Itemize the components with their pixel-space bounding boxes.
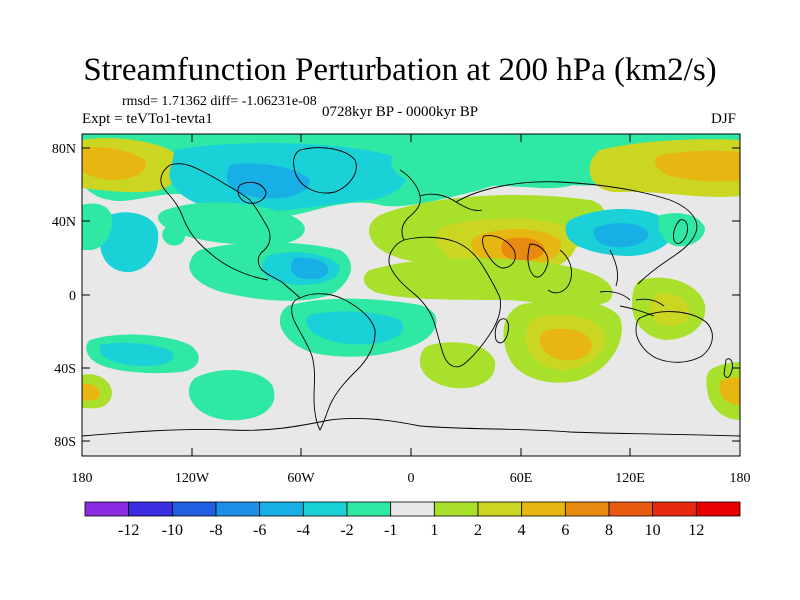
coastline-north-america [160, 163, 301, 299]
colorbar [84, 501, 741, 517]
colorbar-box [652, 501, 697, 517]
lat-label-0: 0 [69, 289, 76, 304]
contour-cyan-central-pacific [100, 212, 159, 273]
lat-labels: 80N 40N 0 40S 80S [52, 142, 76, 450]
contour-orange-south-indian [540, 328, 592, 361]
colorbar-label: 4 [518, 522, 526, 539]
contour-blue-north-atlantic [226, 163, 310, 199]
lat-ticks [82, 147, 740, 442]
colorbar-label: 6 [561, 522, 569, 539]
colorbar-box [346, 501, 392, 517]
colorbar-box [302, 501, 348, 517]
colorbar-box [608, 501, 654, 517]
coastline-south-america [291, 293, 376, 431]
colorbar-label: -12 [118, 522, 139, 539]
season-label: DJF [711, 111, 737, 127]
colorbar-box [171, 501, 217, 517]
lon-labels: 180 120W 60W 0 60E 120E 180 [72, 471, 751, 486]
colorbar-box [84, 501, 130, 517]
colorbar-box [695, 501, 741, 517]
lon-label-120w: 120W [175, 471, 210, 486]
contour-cyan-south-pacific [100, 342, 174, 366]
contour-blue-east-asia [593, 223, 649, 248]
coastline-greenland [293, 147, 357, 194]
coastline-india [527, 243, 549, 278]
colorbar-box [390, 501, 435, 517]
contour-darkorange-india [501, 237, 545, 261]
stats-line: rmsd= 1.71362 diff= -1.06231e-08 [122, 94, 317, 109]
lon-label-180-right: 180 [730, 471, 751, 486]
coastline-indonesia [599, 291, 665, 317]
contour-green-siberia [391, 148, 588, 189]
contour-darkorange-arctic-west [82, 147, 146, 180]
contour-yellowgreen-tropics [363, 258, 613, 307]
experiment-label: Expt = teVTo1-tevta1 [82, 111, 213, 127]
contour-green-subantarctic-pacific [188, 369, 275, 421]
colorbar-box [215, 501, 261, 517]
contour-green-small-pacific [162, 225, 185, 246]
colorbar-label: -6 [253, 522, 266, 539]
lat-label-40s: 40S [54, 362, 76, 377]
colorbar-label: 12 [688, 522, 704, 539]
coastline-layer [82, 147, 740, 437]
colorbar-label: 1 [430, 522, 438, 539]
contour-fill-layer [82, 134, 740, 421]
colorbar-label: 2 [474, 522, 482, 539]
lon-label-180-left: 180 [72, 471, 93, 486]
lat-label-80s: 80S [54, 435, 76, 450]
colorbar-label: -8 [209, 522, 222, 539]
colorbar-label: 8 [605, 522, 613, 539]
colorbar-box [521, 501, 566, 517]
lon-label-60w: 60W [287, 471, 315, 486]
contour-green-nw-pacific [82, 203, 113, 250]
lon-label-60e: 60E [510, 471, 533, 486]
contour-green-npacific [158, 202, 305, 246]
colorbar-box [564, 501, 610, 517]
lat-label-40n: 40N [52, 215, 76, 230]
contour-orange-se-pacific [719, 377, 740, 405]
colorbar-label: 10 [645, 522, 661, 539]
contour-orange-sw-pacific [82, 383, 100, 401]
lon-label-0: 0 [408, 471, 415, 486]
lon-ticks [191, 134, 631, 456]
colorbar-label: -4 [297, 522, 310, 539]
coastline-australia [635, 311, 713, 363]
coastline-japan [673, 219, 689, 244]
colorbar-box [433, 501, 479, 517]
colorbar-label: -10 [162, 522, 183, 539]
contour-yellow-australia [649, 293, 690, 327]
contour-darkorange-arctic-east [654, 150, 740, 182]
colorbar-box [259, 501, 304, 517]
contour-cyan-south-atlantic [306, 311, 404, 345]
contour-blue-tropical-atlantic [290, 257, 329, 280]
coastline-asia [455, 181, 698, 294]
plot-title: Streamfunction Perturbation at 200 hPa (… [83, 52, 717, 88]
colorbar-label: -2 [340, 522, 353, 539]
lat-label-80n: 80N [52, 142, 76, 157]
contour-yellowgreen-south-atlantic [420, 342, 496, 389]
coastline-arabia [482, 235, 516, 269]
period-label: 0728kyr BP - 0000kyr BP [322, 104, 479, 120]
colorbar-labels: -12 -10 -8 -6 -4 -2 -1 1 2 4 6 8 10 12 [118, 522, 704, 539]
colorbar-label: -1 [384, 522, 397, 539]
coastline-new-zealand [723, 358, 733, 378]
lon-label-120e: 120E [615, 471, 645, 486]
colorbar-box [477, 501, 523, 517]
colorbar-box [128, 501, 173, 517]
coastline-antarctica [82, 417, 740, 437]
coastline-hudson-bay [237, 181, 267, 204]
coastline-africa [388, 236, 501, 368]
coastline-madagascar [494, 318, 509, 344]
